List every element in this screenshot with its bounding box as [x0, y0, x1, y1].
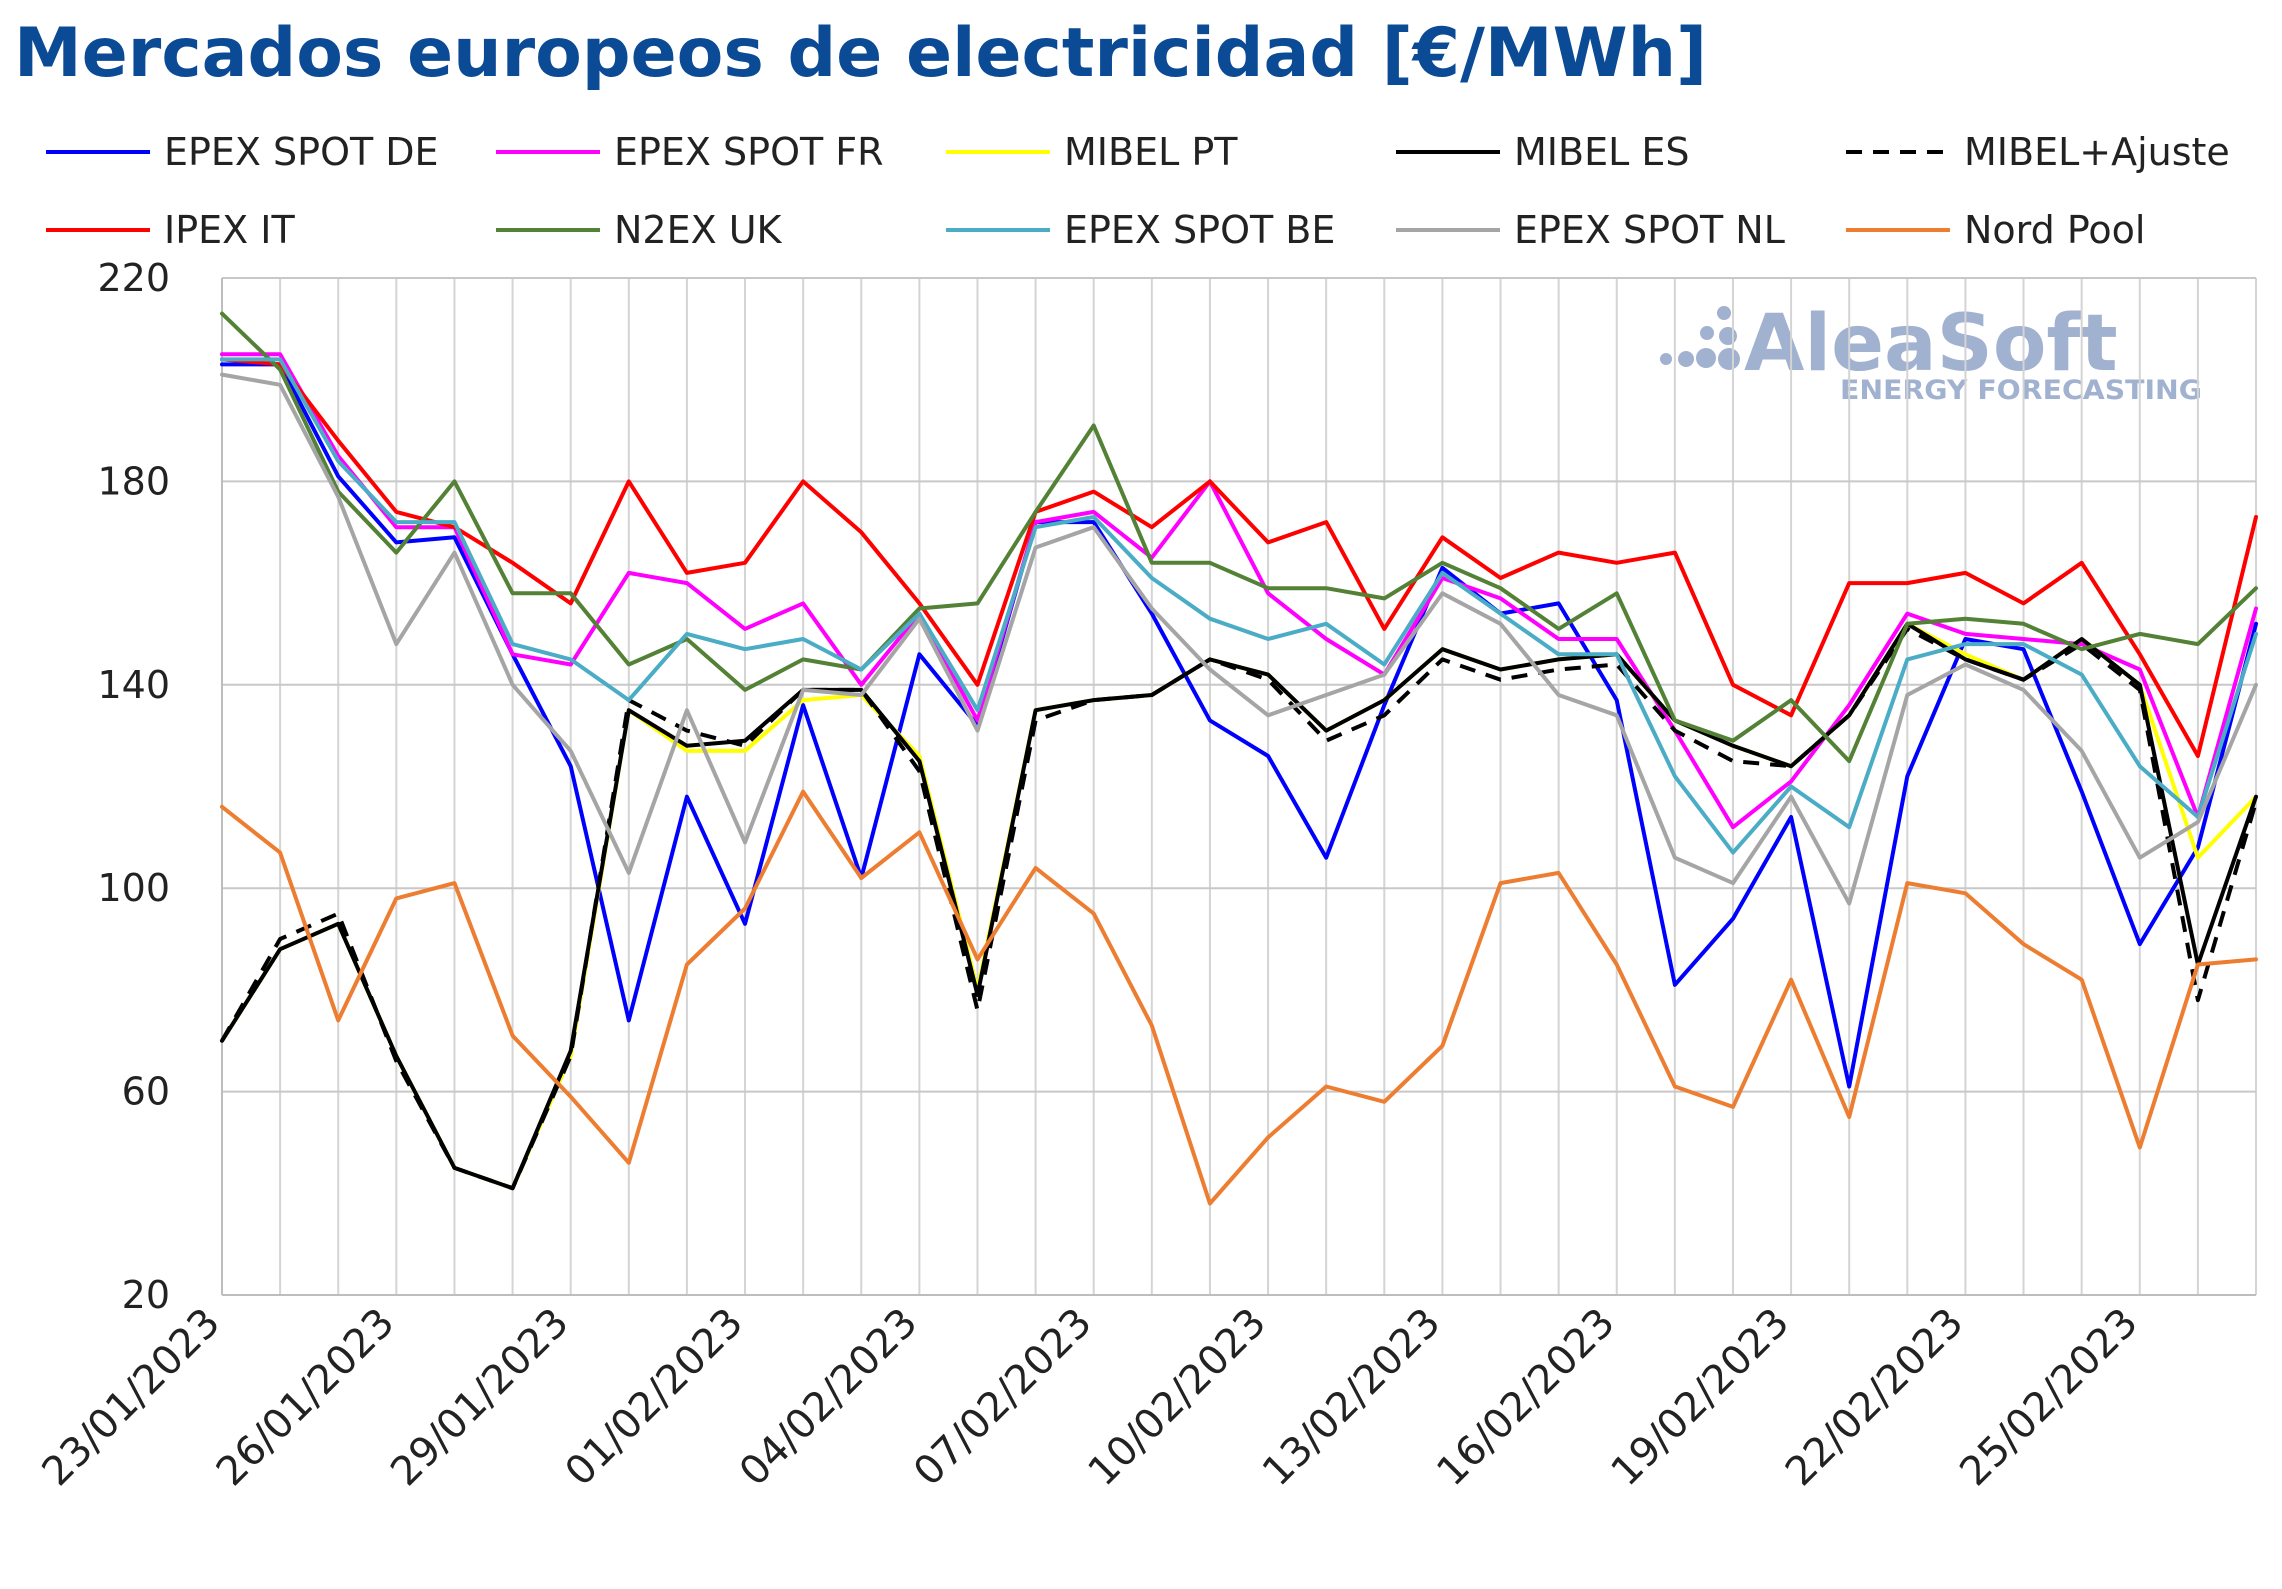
- x-tick-label: 26/01/2023: [208, 1300, 404, 1496]
- series-line-n2ex-uk: [220, 311, 2258, 764]
- x-tick-label: 10/02/2023: [1080, 1300, 1276, 1496]
- legend-label: EPEX SPOT BE: [1064, 208, 1335, 252]
- legend-label: EPEX SPOT FR: [614, 130, 884, 174]
- axes: [221, 278, 2256, 1296]
- legend-label: Nord Pool: [1964, 208, 2145, 252]
- legend-item: IPEX IT: [46, 208, 295, 252]
- legend-label: EPEX SPOT DE: [164, 130, 439, 174]
- legend-item: EPEX SPOT DE: [46, 130, 439, 174]
- brand-tagline: ENERGY FORECASTING: [1840, 375, 2202, 406]
- x-tick-label: 04/02/2023: [731, 1300, 927, 1496]
- series-line-epex-spot-de: [220, 362, 2258, 1089]
- brand-name: AleaSoft: [1744, 299, 2118, 389]
- series-line-epex-spot-fr: [220, 352, 2258, 830]
- x-tick-label: 13/02/2023: [1254, 1300, 1450, 1496]
- legend-item: N2EX UK: [496, 208, 783, 252]
- chart-title: Mercados europeos de electricidad [€/MWh…: [14, 14, 1708, 93]
- legend-item: MIBEL+Ajuste: [1846, 130, 2230, 174]
- y-tick-label: 220: [97, 256, 170, 300]
- series-line-mibel-es: [220, 621, 2258, 1191]
- legend-item: MIBEL ES: [1396, 130, 1689, 174]
- x-axis-ticks: 23/01/202326/01/202329/01/202301/02/2023…: [34, 1300, 2147, 1496]
- legend-label: EPEX SPOT NL: [1514, 208, 1785, 252]
- y-tick-label: 140: [97, 663, 170, 707]
- series-line-mibel-pt: [220, 621, 2258, 1191]
- x-tick-label: 16/02/2023: [1428, 1300, 1624, 1496]
- grid: [221, 277, 2257, 1296]
- legend-item: Nord Pool: [1846, 208, 2145, 252]
- y-tick-label: 180: [97, 459, 170, 503]
- series-line-epex-spot-be: [220, 357, 2258, 855]
- legend-item: MIBEL PT: [946, 130, 1238, 174]
- legend-label: N2EX UK: [614, 208, 783, 252]
- series-line-mibel-ajuste: [220, 626, 2258, 1191]
- legend-item: EPEX SPOT FR: [496, 130, 884, 174]
- series-line-nord-pool: [220, 789, 2258, 1206]
- x-tick-label: 22/02/2023: [1777, 1300, 1973, 1496]
- x-tick-label: 19/02/2023: [1603, 1300, 1799, 1496]
- legend-label: MIBEL+Ajuste: [1964, 130, 2230, 174]
- y-tick-label: 100: [97, 866, 170, 910]
- series-line-epex-spot-nl: [220, 372, 2258, 906]
- y-tick-label: 60: [122, 1070, 170, 1114]
- y-axis-ticks: 20 60 100 140 180 220: [97, 256, 170, 1317]
- legend: EPEX SPOT DE EPEX SPOT FR MIBEL PT MIBEL ES…: [46, 130, 2230, 252]
- legend-label: IPEX IT: [164, 208, 295, 252]
- legend-item: EPEX SPOT NL: [1396, 208, 1785, 252]
- legend-item: EPEX SPOT BE: [946, 208, 1335, 252]
- y-tick-label: 20: [122, 1273, 170, 1317]
- x-tick-label: 29/01/2023: [382, 1300, 578, 1496]
- x-tick-label: 07/02/2023: [905, 1300, 1101, 1496]
- series-lines: [220, 311, 2258, 1206]
- x-tick-label: 01/02/2023: [557, 1300, 753, 1496]
- series-line-ipex-it: [220, 357, 2258, 758]
- legend-label: MIBEL ES: [1514, 130, 1689, 174]
- x-tick-label: 23/01/2023: [34, 1300, 230, 1496]
- legend-label: MIBEL PT: [1064, 130, 1238, 174]
- aleasoft-logo-icon: [1660, 306, 1740, 370]
- x-tick-label: 25/02/2023: [1951, 1300, 2147, 1496]
- aleasoft-watermark: AleaSoft ENERGY FORECASTING: [1660, 299, 2202, 406]
